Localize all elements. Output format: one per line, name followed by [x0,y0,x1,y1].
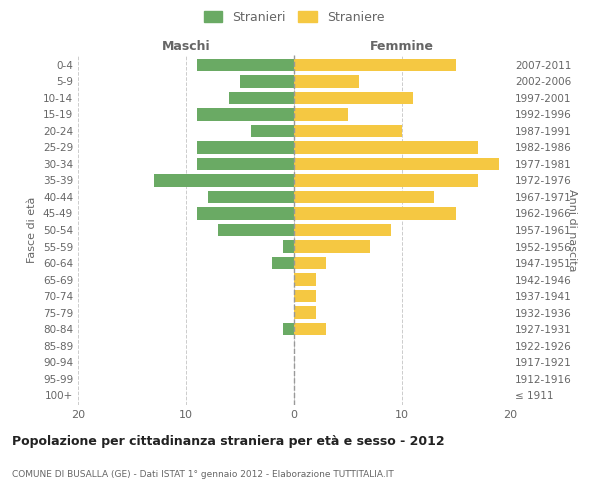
Text: COMUNE DI BUSALLA (GE) - Dati ISTAT 1° gennaio 2012 - Elaborazione TUTTITALIA.IT: COMUNE DI BUSALLA (GE) - Dati ISTAT 1° g… [12,470,394,479]
Bar [197,142,294,154]
Bar [294,323,326,335]
Y-axis label: Fasce di età: Fasce di età [28,197,37,263]
Bar [294,257,326,269]
Bar [197,158,294,170]
Bar [294,142,478,154]
Bar [294,306,316,318]
Legend: Stranieri, Straniere: Stranieri, Straniere [203,10,385,24]
Bar [197,58,294,71]
Bar [197,108,294,120]
Text: Maschi: Maschi [161,40,211,54]
Bar [294,75,359,88]
Bar [283,240,294,252]
Bar [294,274,316,285]
Bar [294,191,434,203]
Bar [294,174,478,186]
Bar [218,224,294,236]
Bar [272,257,294,269]
Bar [208,191,294,203]
Text: Popolazione per cittadinanza straniera per età e sesso - 2012: Popolazione per cittadinanza straniera p… [12,435,445,448]
Y-axis label: Anni di nascita: Anni di nascita [567,188,577,271]
Bar [240,75,294,88]
Bar [197,208,294,220]
Bar [229,92,294,104]
Text: Femmine: Femmine [370,40,434,54]
Bar [154,174,294,186]
Bar [294,158,499,170]
Bar [294,108,348,120]
Bar [251,125,294,137]
Bar [294,240,370,252]
Bar [294,224,391,236]
Bar [283,323,294,335]
Bar [294,208,456,220]
Bar [294,125,402,137]
Bar [294,92,413,104]
Bar [294,290,316,302]
Bar [294,58,456,71]
